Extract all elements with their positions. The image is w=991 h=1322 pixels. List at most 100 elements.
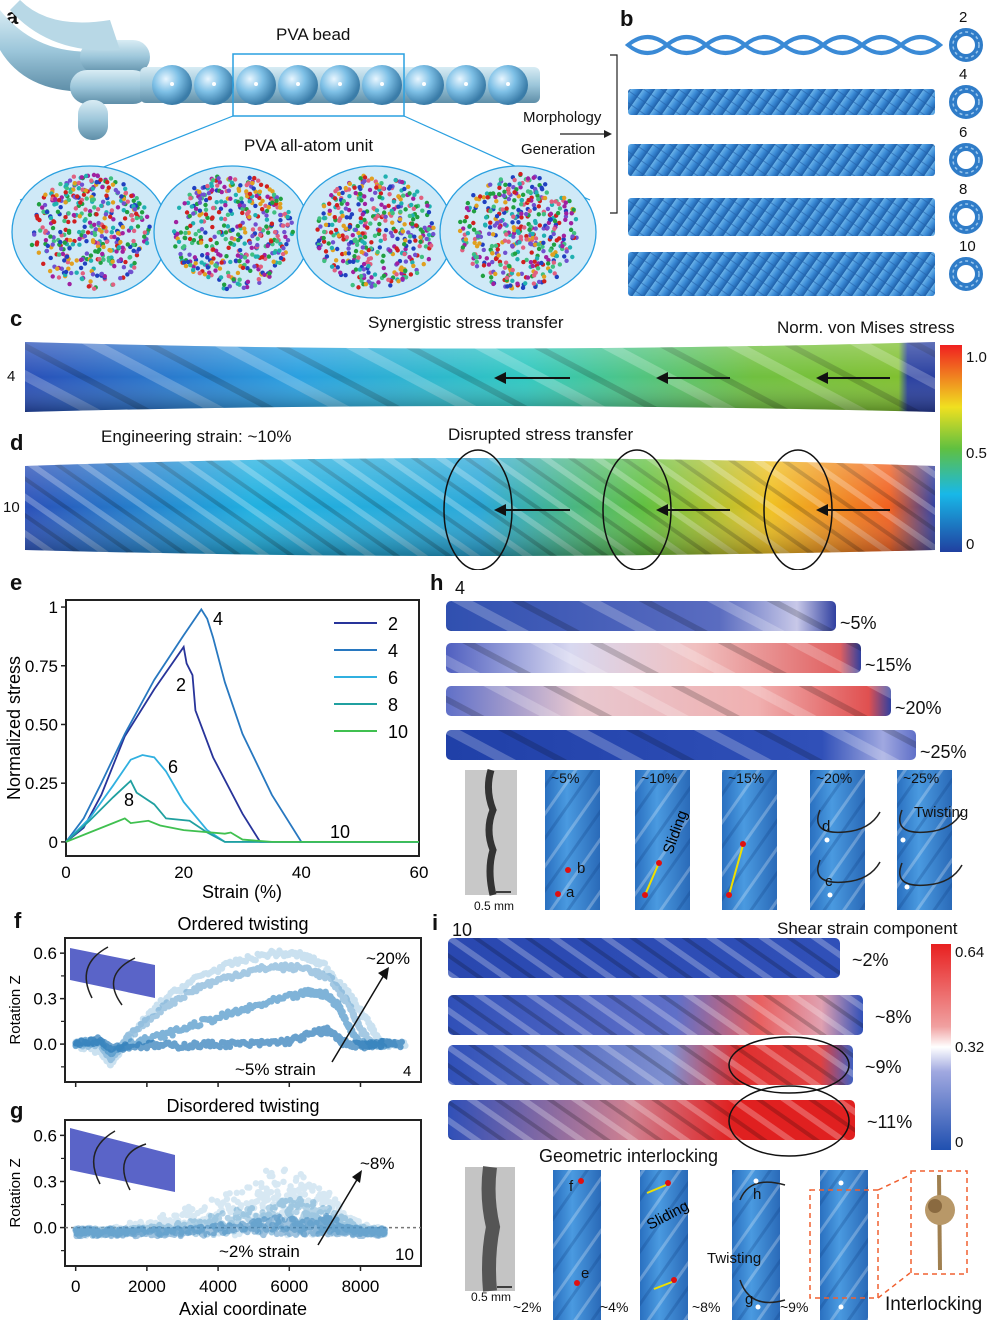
- atom: [131, 238, 136, 244]
- scatter-point: [294, 1187, 301, 1194]
- scale-bar-label: 0.5 mm: [471, 1290, 512, 1304]
- scatter-point: [200, 1223, 208, 1230]
- atom: [134, 253, 140, 258]
- atom: [265, 243, 270, 249]
- atom: [104, 193, 109, 198]
- scatter-point: [154, 1230, 161, 1237]
- scatter-point: [79, 1229, 87, 1237]
- atom: [409, 202, 414, 208]
- atom: [121, 265, 127, 270]
- atom: [519, 215, 524, 220]
- scatter-point: [306, 1217, 313, 1224]
- scatter-point: [367, 1226, 374, 1233]
- atom: [358, 176, 363, 181]
- atom: [278, 218, 283, 223]
- atom: [87, 220, 93, 225]
- scatter-point: [216, 1220, 224, 1227]
- scatter-point: [124, 1229, 132, 1237]
- y-tick-label: 0: [49, 833, 58, 852]
- atom: [59, 246, 64, 252]
- atom: [467, 223, 472, 229]
- high-strain-annotation: ~20%: [366, 949, 410, 968]
- atom: [360, 212, 365, 217]
- scatter-point: [369, 1227, 377, 1235]
- atom: [362, 179, 367, 184]
- atom: [544, 190, 549, 195]
- atom: [34, 242, 39, 247]
- scatter-point: [284, 1208, 291, 1215]
- scatter-point: [164, 1221, 171, 1228]
- atom: [60, 251, 66, 257]
- atom: [86, 284, 92, 289]
- scatter-point: [219, 1210, 226, 1217]
- atom: [519, 197, 525, 203]
- scatter-point: [103, 1231, 111, 1239]
- atom: [365, 225, 370, 230]
- atom: [90, 272, 96, 277]
- scatter-point: [262, 1224, 269, 1232]
- strain-label: ~15%: [865, 655, 912, 675]
- atom: [178, 230, 184, 235]
- atom: [377, 221, 382, 227]
- atom: [426, 256, 432, 262]
- atom: [411, 263, 416, 269]
- atom: [539, 260, 544, 266]
- scatter-point: [133, 1225, 140, 1233]
- atom: [204, 243, 209, 249]
- atom: [403, 207, 408, 212]
- interlocking-label: Interlocking: [885, 1294, 983, 1315]
- scatter-point: [75, 1227, 82, 1235]
- atom: [480, 273, 486, 279]
- scatter-point: [296, 1229, 304, 1236]
- atom: [219, 199, 224, 204]
- scatter-point: [339, 1223, 347, 1230]
- atom: [407, 213, 413, 219]
- scatter-point: [145, 1219, 152, 1227]
- atom: [470, 261, 475, 267]
- scatter-point: [120, 1230, 127, 1238]
- fiber-bundle-icon: [0, 0, 150, 140]
- scatter-point: [366, 1227, 373, 1235]
- scatter-point: [268, 1229, 276, 1236]
- scatter-point: [324, 1207, 331, 1215]
- scatter-point: [308, 1210, 316, 1218]
- arrow-label-morphology: Morphology: [523, 109, 602, 126]
- scatter-point: [214, 1199, 222, 1206]
- atom: [118, 239, 123, 245]
- atom: [340, 233, 345, 238]
- atom: [43, 228, 48, 234]
- scatter-point: [186, 1229, 193, 1236]
- atom: [223, 230, 229, 235]
- scatter-point: [339, 1215, 346, 1222]
- atom: [518, 185, 523, 190]
- atom: [525, 176, 531, 181]
- atom: [56, 252, 62, 257]
- scatter-point: [300, 1212, 307, 1220]
- cross-section-strands: [952, 260, 980, 288]
- knot-photo: [910, 1170, 968, 1275]
- scatter-point: [313, 1216, 320, 1224]
- atom: [383, 227, 389, 233]
- scatter-point: [291, 1220, 299, 1227]
- scatter-point: [76, 1227, 84, 1234]
- atom: [406, 230, 411, 235]
- atom: [244, 284, 250, 290]
- scatter-point: [362, 1228, 369, 1235]
- scatter-point: [328, 974, 336, 981]
- scatter-point: [298, 1200, 305, 1207]
- atom: [54, 193, 59, 198]
- atom: [512, 177, 517, 183]
- atom: [356, 202, 361, 207]
- scatter-point: [178, 1229, 185, 1236]
- scatter-point: [84, 1229, 92, 1237]
- scatter-point: [329, 1203, 336, 1211]
- scatter-point: [340, 1229, 348, 1236]
- scatter-point: [359, 1225, 367, 1232]
- scatter-point: [358, 1228, 365, 1235]
- scatter-point: [142, 1225, 150, 1232]
- scatter-point: [118, 1227, 126, 1234]
- scatter-point: [181, 994, 188, 1001]
- scatter-point: [106, 1228, 113, 1235]
- atom: [553, 199, 558, 204]
- atom: [233, 258, 239, 263]
